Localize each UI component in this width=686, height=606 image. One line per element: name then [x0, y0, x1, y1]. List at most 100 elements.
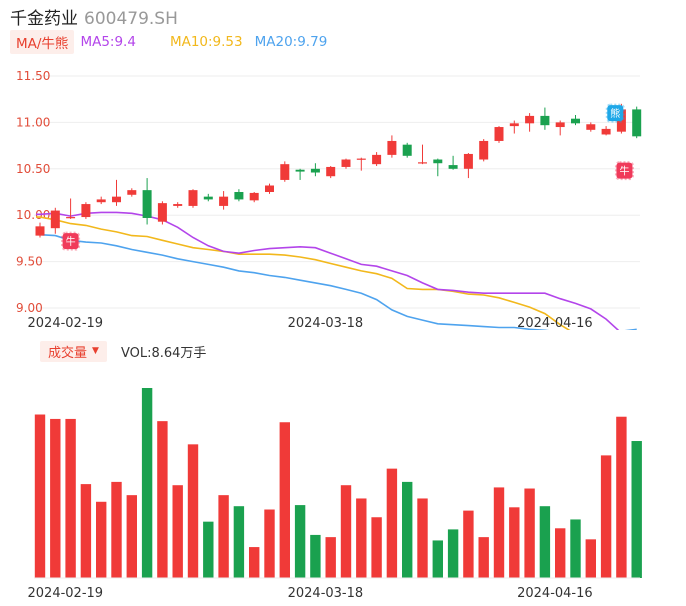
volume-bar [524, 488, 535, 578]
candle-body [249, 192, 259, 201]
volume-bar [631, 441, 642, 578]
volume-bar [509, 507, 520, 578]
volume-bar [463, 510, 474, 578]
bear-marker: 熊 [605, 103, 625, 123]
volume-toggle-button[interactable]: 成交量 ▼ [40, 340, 107, 362]
volume-bar [264, 509, 275, 578]
volume-bar [50, 418, 61, 578]
candle-body [219, 196, 229, 206]
candle-body [463, 153, 473, 169]
volume-bar [386, 468, 398, 578]
volume-toggle-label: 成交量 [48, 345, 88, 361]
candle-body [66, 217, 76, 219]
volume-legend: 成交量 ▼ VOL:8.64万手 [40, 340, 207, 362]
volume-bar [616, 416, 627, 578]
volume-bar [294, 505, 306, 578]
volume-bar [203, 521, 214, 578]
volume-bar [585, 539, 596, 578]
candle-body [586, 124, 596, 130]
volume-x-tick-label: 2024-03-18 [288, 586, 364, 601]
y-tick-label: 9.50 [16, 255, 43, 269]
volume-bar [493, 487, 505, 578]
bull-marker: 牛 [61, 231, 81, 251]
candle-body [555, 122, 565, 128]
ma-toggle-button[interactable]: MA/牛熊 [10, 30, 75, 54]
candle-body [571, 118, 580, 124]
candle-body [341, 159, 351, 167]
volume-bar [111, 481, 122, 578]
ma5-line [36, 211, 620, 330]
bull-marker-label: 牛 [619, 165, 629, 178]
volume-bar [539, 506, 551, 578]
bull-marker-bg [614, 161, 634, 181]
bear-marker-label: 熊 [610, 107, 620, 120]
y-tick-label: 10.50 [16, 162, 50, 176]
volume-bar [417, 498, 428, 578]
bull-marker: 牛 [614, 161, 634, 181]
volume-bar [340, 485, 352, 578]
volume-bar [96, 501, 107, 578]
y-tick-label: 11.00 [16, 115, 50, 129]
y-tick-label: 10.00 [16, 208, 50, 222]
volume-bar [279, 422, 290, 578]
price-chart[interactable]: 11.5011.0010.5010.009.509.00牛牛熊2024-02-1… [0, 0, 686, 330]
candle-body [525, 115, 535, 124]
candle-body [265, 185, 274, 192]
ma10-value: MA10:9.53 [169, 34, 243, 50]
bear-marker-bg [605, 103, 625, 123]
candle-body [540, 115, 550, 126]
ma20-line [36, 233, 637, 330]
volume-bar [432, 540, 443, 578]
candle-body [234, 192, 244, 200]
candle-body [188, 190, 198, 206]
candle-body [81, 204, 91, 218]
stock-header: 千金药业 600479.SH [10, 4, 178, 29]
volume-bar [356, 498, 367, 578]
volume-bar [126, 495, 137, 578]
candle-body [387, 140, 397, 155]
stock-name: 千金药业 [10, 9, 78, 29]
candle-body [479, 140, 489, 160]
candle-body [632, 109, 642, 137]
volume-bar [478, 537, 489, 578]
volume-x-tick-label: 2024-02-19 [28, 586, 104, 601]
candle-body [280, 164, 290, 180]
candle-body [356, 158, 366, 160]
candle-body [601, 128, 611, 135]
volume-bar [34, 414, 46, 578]
candle-body [96, 199, 106, 203]
x-tick-label: 2024-02-19 [28, 316, 104, 330]
volume-bar [310, 534, 321, 578]
candle-body [295, 169, 305, 172]
x-tick-label: 2024-04-16 [517, 316, 593, 330]
candle-body [418, 162, 427, 164]
stock-code: 600479.SH [84, 9, 178, 29]
candle-body [142, 190, 152, 218]
candle-body [509, 123, 519, 127]
candle-body [310, 168, 320, 173]
ma10-line [36, 216, 571, 330]
volume-bar [141, 388, 153, 578]
volume-bar [249, 547, 260, 578]
candle-body [433, 159, 443, 164]
ma5-value: MA5:9.4 [80, 34, 136, 50]
candle-body [50, 210, 60, 229]
volume-bar [172, 485, 183, 578]
candle-body [326, 166, 336, 177]
ma-legend: MA/牛熊 MA5:9.4 MA10:9.53 MA20:9.79 [10, 30, 327, 54]
volume-bar [80, 484, 92, 578]
candle-body [448, 165, 458, 169]
volume-bar [600, 455, 612, 578]
volume-bar [555, 528, 566, 578]
y-tick-label: 11.50 [16, 69, 50, 83]
candle-body [35, 226, 45, 236]
volume-bar [233, 506, 245, 578]
candle-body [173, 204, 183, 206]
volume-x-tick-label: 2024-04-16 [517, 586, 593, 601]
volume-bar [187, 444, 199, 578]
candle-body [372, 154, 382, 165]
candle-body [157, 203, 167, 222]
volume-value: VOL:8.64万手 [120, 345, 207, 361]
volume-bar [218, 495, 229, 578]
volume-bar [402, 481, 413, 578]
